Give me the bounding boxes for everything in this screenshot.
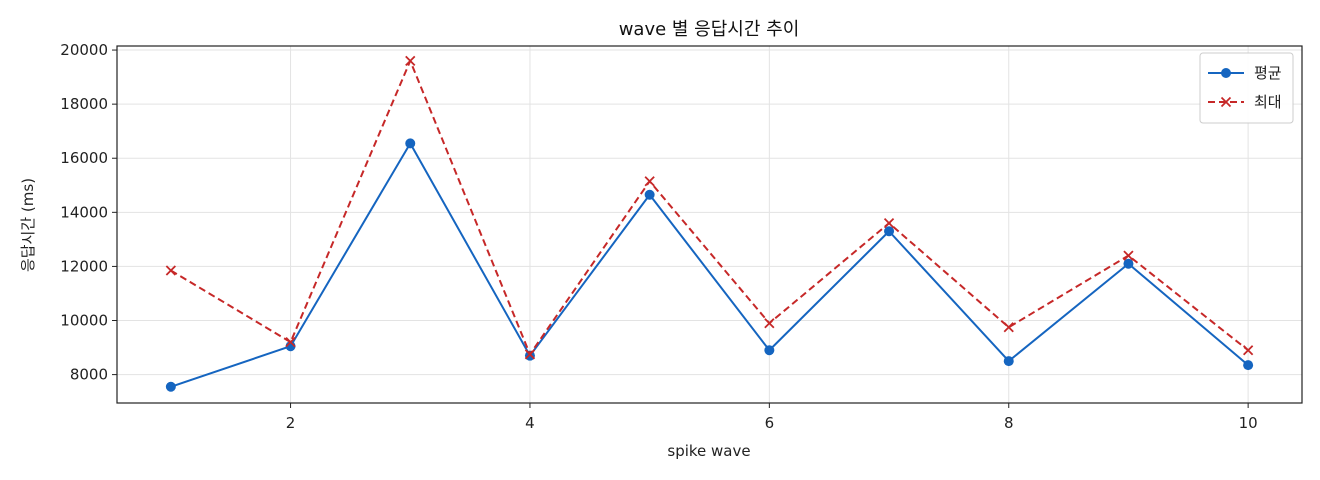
legend-label: 평균 xyxy=(1254,64,1282,82)
chart-title: wave 별 응답시간 추이 xyxy=(619,19,800,40)
x-tick-label: 2 xyxy=(286,414,296,432)
series-2 xyxy=(165,55,1254,360)
x-axis-label: spike wave xyxy=(667,442,750,460)
y-axis-label: 응답시간 (ms) xyxy=(19,178,37,272)
data-point xyxy=(524,349,536,360)
data-point xyxy=(764,318,775,329)
y-tick-label: 10000 xyxy=(60,312,108,330)
y-tick-label: 18000 xyxy=(60,95,108,113)
data-point xyxy=(165,265,177,276)
data-point xyxy=(1242,345,1254,356)
y-tick-label: 14000 xyxy=(60,203,108,221)
x-tick-label: 6 xyxy=(765,414,775,432)
data-point xyxy=(1123,250,1134,261)
y-tick-label: 20000 xyxy=(60,41,108,59)
data-point xyxy=(644,176,655,187)
legend-item: 최대 xyxy=(1208,93,1282,111)
series-1 xyxy=(165,138,1254,392)
data-point xyxy=(1123,258,1134,269)
data-point xyxy=(165,381,176,392)
series-group xyxy=(165,55,1254,392)
y-tick-label: 12000 xyxy=(60,257,108,275)
data-point xyxy=(883,218,895,229)
legend-marker xyxy=(1221,68,1231,78)
legend-marker xyxy=(1220,96,1232,108)
data-point xyxy=(405,55,416,67)
axis-ticks: 2 4 6 8 10 8000 10000 12000 14000 16000 18000 20000 xyxy=(60,41,1257,432)
data-point xyxy=(524,350,535,361)
x-tick-label: 8 xyxy=(1004,414,1014,432)
data-point xyxy=(884,226,895,237)
x-tick-label: 10 xyxy=(1239,414,1258,432)
data-point xyxy=(1003,322,1014,333)
series-line xyxy=(170,59,1249,356)
grid xyxy=(117,46,1302,403)
legend-label: 최대 xyxy=(1254,93,1282,111)
data-point xyxy=(285,337,296,348)
data-point xyxy=(405,138,416,149)
legend-item: 평균 xyxy=(1208,64,1282,82)
data-point xyxy=(764,345,775,356)
data-point xyxy=(644,189,655,200)
y-tick-label: 8000 xyxy=(70,366,108,384)
x-tick-label: 4 xyxy=(525,414,535,432)
data-point xyxy=(1003,356,1014,367)
y-tick-label: 16000 xyxy=(60,149,108,167)
data-point xyxy=(1243,360,1254,371)
plot-frame xyxy=(116,45,1303,404)
series-line xyxy=(170,142,1249,388)
